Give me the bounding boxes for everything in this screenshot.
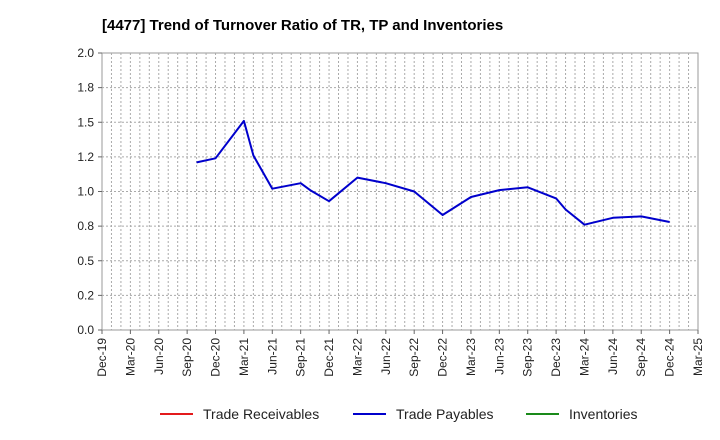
x-tick-label: Dec-21 [322,338,336,377]
chart-title: [4477] Trend of Turnover Ratio of TR, TP… [102,17,503,34]
x-tick-label: Dec-20 [209,338,223,377]
x-tick-label: Sep-23 [521,338,535,377]
x-tick-label: Mar-24 [577,338,591,376]
x-tick-label: Jun-22 [379,338,393,375]
y-tick-label: 0.5 [77,254,94,268]
x-tick-label: Sep-20 [180,338,194,377]
y-tick-label: 1.5 [77,115,94,129]
grid [102,53,698,330]
y-tick-label: 1.2 [77,150,94,164]
x-tick-label: Dec-22 [436,338,450,377]
y-tick-label: 0.8 [77,219,94,233]
y-tick-label: 0.0 [77,323,94,337]
x-tick-label: Sep-22 [407,338,421,377]
y-axis: 0.0 0.2 0.5 0.8 1.0 1.2 1.5 1.8 2.0 [77,46,102,337]
legend-label: Trade Receivables [203,406,319,422]
x-tick-label: Jun-23 [492,338,506,375]
legend-label: Trade Payables [396,406,494,422]
x-tick-label: Dec-23 [549,338,563,377]
x-tick-label: Sep-24 [634,338,648,377]
x-tick-label: Mar-23 [464,338,478,376]
legend: Trade Receivables Trade Payables Inventori… [160,406,637,422]
y-tick-label: 1.8 [77,81,94,95]
x-tick-label: Jun-20 [152,338,166,375]
x-tick-label: Dec-24 [663,338,677,377]
series-lines [196,119,670,226]
x-axis: Dec-19 Mar-20 Jun-20 Sep-20 Dec-20 Mar-21 Jun-… [95,330,705,377]
x-tick-label: Jun-21 [265,338,279,375]
x-tick-label: Mar-20 [123,338,137,376]
y-tick-label: 0.2 [77,288,94,302]
y-tick-label: 1.0 [77,185,94,199]
x-tick-label: Sep-21 [294,338,308,377]
x-tick-label: Mar-21 [237,338,251,376]
legend-label: Inventories [569,406,637,422]
y-tick-label: 2.0 [77,46,94,60]
x-tick-label: Mar-25 [691,338,705,376]
x-tick-label: Jun-24 [606,338,620,375]
x-tick-label: Mar-22 [350,338,364,376]
x-tick-label: Dec-19 [95,338,109,377]
